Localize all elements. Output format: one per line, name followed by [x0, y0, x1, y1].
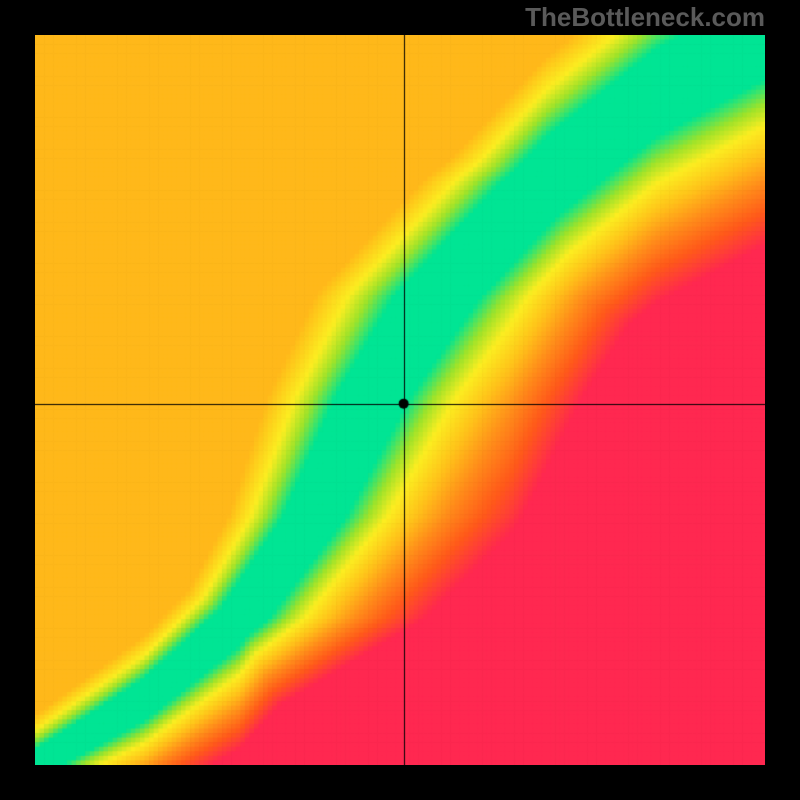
heatmap-canvas [35, 35, 765, 765]
watermark-text: TheBottleneck.com [525, 2, 765, 33]
